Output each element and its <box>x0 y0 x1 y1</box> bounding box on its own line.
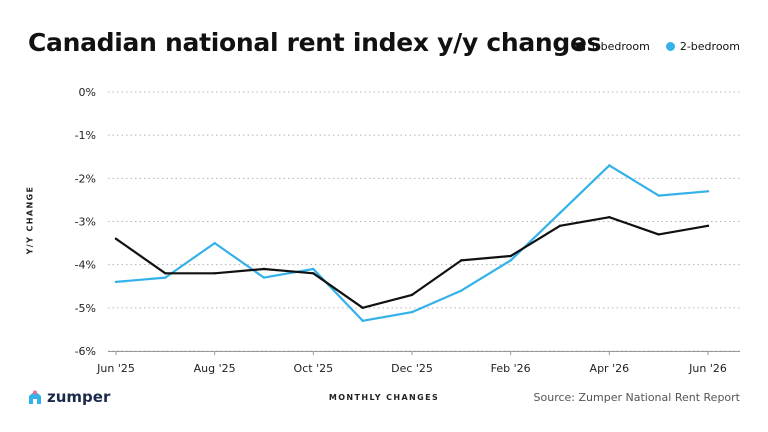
x-tick-label: Apr '26 <box>590 362 630 375</box>
legend-dot-1-bedroom <box>575 42 585 51</box>
x-tick-label: Feb '26 <box>491 362 531 375</box>
legend: 1-bedroom 2-bedroom <box>575 40 740 53</box>
legend-item-1-bedroom: 1-bedroom <box>575 40 650 53</box>
data-point-2-bedroom <box>608 164 611 167</box>
data-point-1-bedroom <box>558 224 562 228</box>
legend-item-2-bedroom: 2-bedroom <box>665 40 740 53</box>
data-point-1-bedroom <box>361 306 364 310</box>
data-point-2-bedroom <box>164 276 167 279</box>
data-point-1-bedroom <box>410 293 414 297</box>
y-tick-label: -6% <box>75 345 96 358</box>
x-tick-label: Dec '25 <box>391 362 433 375</box>
data-point-1-bedroom <box>164 272 167 275</box>
data-point-2-bedroom <box>706 190 710 193</box>
data-point-2-bedroom <box>558 211 562 215</box>
data-point-2-bedroom <box>262 276 266 279</box>
data-point-2-bedroom <box>361 319 364 322</box>
house-icon <box>29 390 41 404</box>
x-axis-label: MONTHLY CHANGES <box>328 393 440 402</box>
data-point-2-bedroom <box>312 267 315 271</box>
legend-label-1-bedroom: 1-bedroom <box>589 40 650 53</box>
series-line-2-bedroom <box>114 164 710 322</box>
data-point-2-bedroom <box>410 310 414 314</box>
data-point-1-bedroom <box>509 254 512 258</box>
brand-logo: zumper <box>28 388 110 406</box>
x-tick-label: Jun '26 <box>688 362 727 375</box>
y-tick-label: 0% <box>79 86 96 99</box>
data-point-1-bedroom <box>657 233 660 236</box>
y-tick-label: -4% <box>75 259 96 272</box>
y-tick-label: -2% <box>75 172 96 185</box>
y-tick-label: -1% <box>75 129 96 142</box>
data-point-1-bedroom <box>213 272 216 275</box>
data-point-1-bedroom <box>706 224 710 228</box>
legend-label-2-bedroom: 2-bedroom <box>679 40 740 53</box>
data-point-1-bedroom <box>460 259 463 262</box>
brand-name: zumper <box>47 388 111 406</box>
data-point-1-bedroom <box>608 215 611 219</box>
data-point-1-bedroom <box>114 237 118 240</box>
data-point-1-bedroom <box>262 267 266 271</box>
data-point-2-bedroom <box>509 259 512 262</box>
data-point-2-bedroom <box>657 194 660 197</box>
data-point-2-bedroom <box>460 289 463 292</box>
y-axis-label: Y/Y CHANGE <box>25 185 35 255</box>
legend-dot-2-bedroom <box>665 42 675 51</box>
y-tick-label: -3% <box>75 216 96 229</box>
x-tick-label: Aug '25 <box>194 362 236 375</box>
y-tick-label: -5% <box>75 302 96 315</box>
data-point-2-bedroom <box>114 280 118 284</box>
x-tick-label: Oct '25 <box>294 362 334 375</box>
data-point-1-bedroom <box>312 272 315 275</box>
data-point-2-bedroom <box>213 241 216 245</box>
chart-title: Canadian national rent index y/y changes <box>28 28 602 57</box>
source-note: Source: Zumper National Rent Report <box>533 391 740 404</box>
x-tick-label: Jun '25 <box>96 362 135 375</box>
